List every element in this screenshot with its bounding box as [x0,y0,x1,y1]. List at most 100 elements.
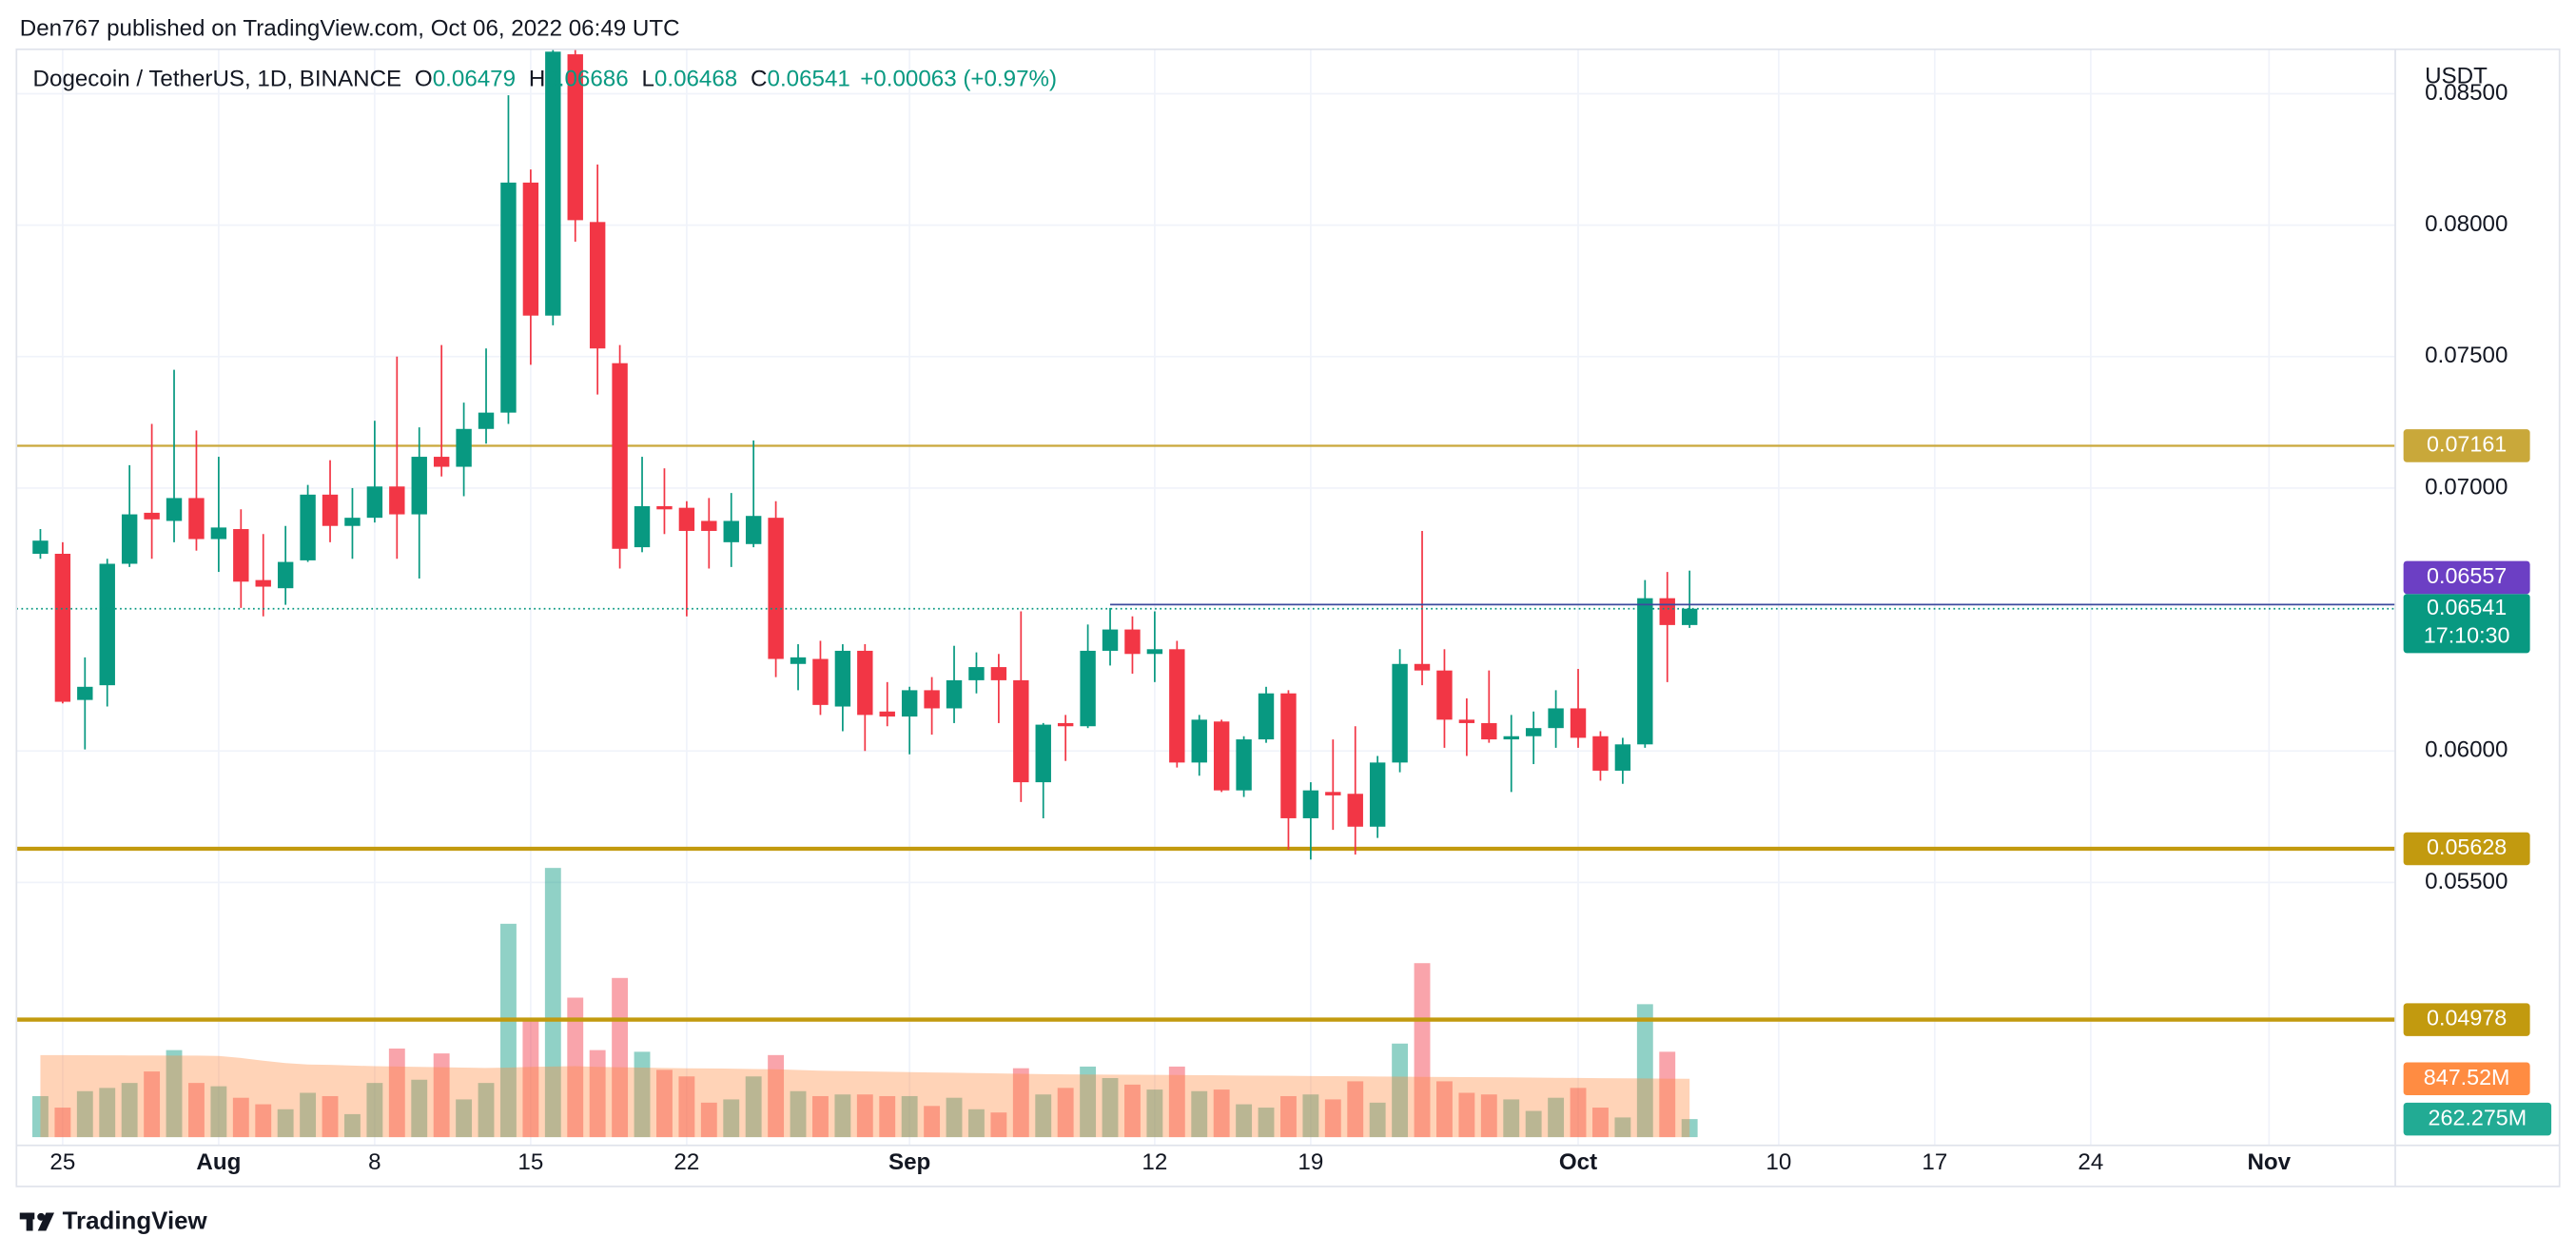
y-tick-label: 0.08000 [2425,211,2508,237]
volume-bar [32,1095,49,1138]
candle-body [144,512,160,520]
volume-bar [232,1097,249,1138]
volume-bar [1480,1094,1497,1138]
candle-body [300,494,316,560]
candle-body [701,520,717,531]
symbol-title: Dogecoin / TetherUS, 1D, BINANCE [33,67,402,92]
candle-body [768,518,784,659]
volume-bar [1436,1081,1453,1138]
candle-body [233,529,249,582]
candle-body [790,657,807,664]
candle-body [54,554,71,702]
volume-bar [1369,1102,1386,1138]
candle-body [1124,629,1141,655]
volume-bar [344,1113,361,1138]
candle-body [255,579,271,587]
ray-label-box [2403,560,2530,595]
volume-bar [656,1070,673,1138]
candle-body [1637,598,1653,745]
candle-body [968,667,985,680]
candle-body [723,520,739,542]
candle-body [1080,650,1096,727]
volume-bar [322,1095,339,1138]
candle-body [567,54,583,221]
level-label-box [2403,832,2530,866]
candle-body [924,690,940,709]
volume-bar [1213,1089,1230,1138]
volume-bar [76,1090,93,1138]
candle-body [121,514,138,564]
candle-body [1369,762,1386,827]
x-tick-label: Oct [1559,1149,1597,1175]
volume-bar [1236,1104,1253,1138]
volume-bar [433,1053,450,1138]
countdown-label: 17:10:30 [2424,622,2510,647]
volume-bar [1191,1090,1208,1138]
logo-text: TradingView [63,1208,208,1235]
volume-bar [1146,1089,1163,1138]
volume-bar [924,1106,941,1138]
candle-body [188,498,205,540]
volume-bar [1080,1066,1097,1138]
x-tick-label: 25 [49,1149,75,1175]
legend-key: O [415,67,433,92]
candle-body [1570,708,1587,738]
volume-bar [723,1099,740,1138]
volume-bar [879,1095,896,1138]
candle-body [1614,744,1631,771]
candle-body [946,679,963,709]
volume-bar [567,997,584,1138]
price-label: 0.06541 [2427,595,2507,619]
y-tick-label: 0.08500 [2425,80,2508,106]
volume-bar [745,1076,762,1138]
candle-body [411,457,427,515]
candle-body [1592,736,1609,771]
candle-body [1013,679,1029,783]
candle-body [745,516,762,544]
candle-body [389,486,405,515]
x-tick-label: 12 [1142,1149,1167,1175]
axes: 0.05500 0.06000 0.07000 0.07500 0.08000 0.085… [49,80,2552,1175]
candle-body [1325,792,1341,795]
candle-body [322,494,339,526]
y-tick-label: 0.05500 [2425,869,2508,894]
candle-body [857,650,873,716]
logo-part [37,1212,46,1221]
legend-value: 0.06686 [545,67,628,92]
candle-body [99,563,115,686]
volume-ma-label-box [2403,1062,2530,1096]
volume-label: 262.275M [2429,1105,2527,1129]
candle-body [1414,663,1431,671]
volume-bar [1035,1094,1052,1138]
candle-body [1102,629,1119,651]
level-label-box [2403,1003,2530,1036]
volume-bar [1347,1081,1364,1138]
candle-body [879,711,895,717]
volume-bar [1614,1117,1631,1138]
volume-bar [1392,1043,1409,1138]
volume-bar [589,1050,606,1138]
volume-bar [277,1109,294,1138]
logo-part [37,1212,55,1231]
volume-bar [1570,1088,1587,1138]
x-tick-label: 10 [1766,1149,1791,1175]
volume-ma-area [40,1054,1690,1138]
volume-bar [411,1079,428,1138]
x-tick-label: 8 [368,1149,381,1175]
volume-bar [522,1018,539,1138]
candle-body [77,686,93,700]
candle-body [166,498,183,521]
symbol-legend: Dogecoin / TetherUS, 1D, BINANCE O0.06479… [33,67,1057,92]
volume-bar [1324,1099,1341,1138]
volume-bar [1592,1108,1609,1138]
volume-bar [901,1095,918,1138]
candle-body [678,507,695,531]
volume-bar [1302,1094,1319,1138]
x-tick-label: 15 [517,1149,543,1175]
x-tick-label: 22 [673,1149,699,1175]
volume-bar [1681,1119,1698,1138]
candle-body [1057,722,1074,727]
y-tick-label: 0.07000 [2425,474,2508,500]
volume-bar [1548,1097,1565,1138]
candle-body [656,505,673,510]
